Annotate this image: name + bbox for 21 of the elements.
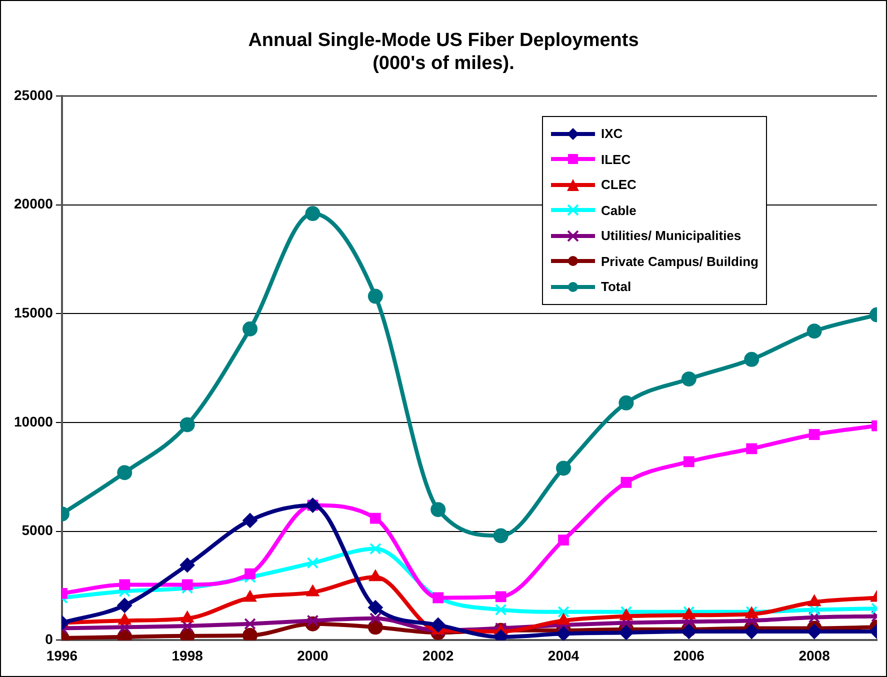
x-tick-label: 1996	[46, 647, 78, 664]
legend-label: ILEC	[600, 150, 632, 169]
x-tick-label: 2008	[798, 647, 830, 664]
legend-label: Cable	[600, 202, 638, 220]
chart-title: Annual Single-Mode US Fiber Deployments (000's of miles).	[247, 29, 640, 75]
x-tick-label: 2002	[422, 647, 454, 664]
legend-label: Private Campus/ Building	[600, 252, 758, 271]
legend-label: CLEC	[600, 176, 638, 194]
x-tick-label: 2006	[673, 647, 705, 664]
legend-label: Total	[600, 278, 632, 296]
y-tick-label: 10000	[14, 413, 54, 430]
x-tick-label: 1998	[172, 647, 204, 664]
y-tick-label: 15000	[14, 304, 54, 321]
y-tick-label: 0	[45, 631, 54, 648]
x-tick-label: 2000	[297, 647, 328, 664]
x-tick-label: 2004	[548, 647, 580, 664]
y-tick-label: 25000	[14, 86, 54, 103]
y-tick-label: 5000	[22, 522, 54, 538]
legend-label: IXC	[600, 125, 624, 144]
legend-label: Utilities/ Municipalities	[600, 227, 742, 246]
y-tick-label: 20000	[14, 196, 54, 212]
